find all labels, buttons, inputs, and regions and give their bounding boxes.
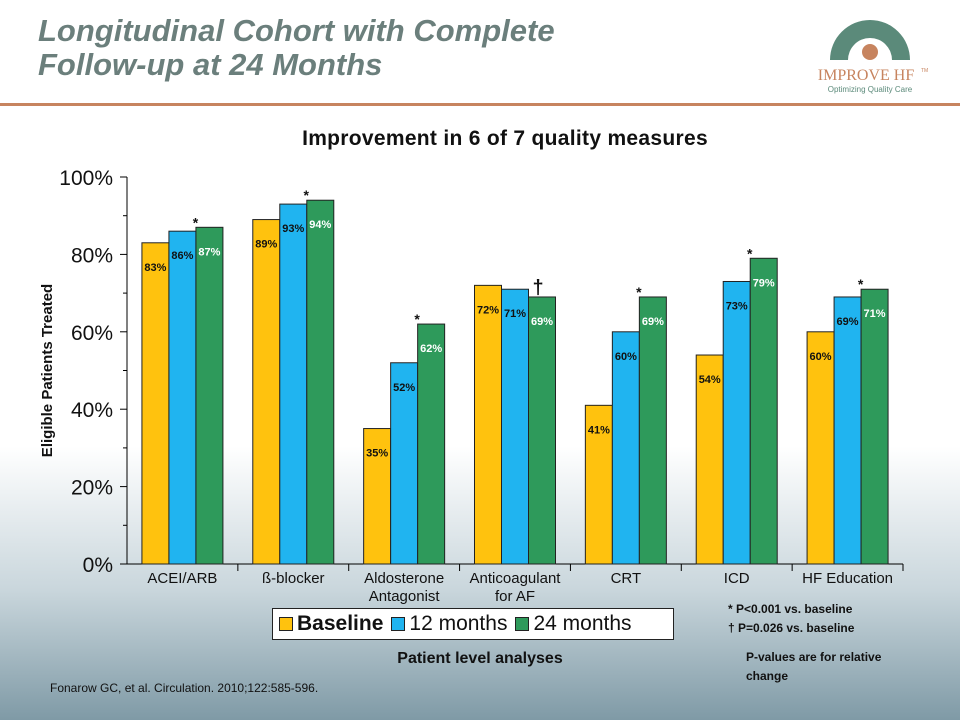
bar-baseline	[363, 428, 392, 565]
bar-baseline	[474, 284, 502, 565]
legend-swatch-12-months	[391, 617, 406, 631]
legend-swatch-24-months	[515, 617, 530, 631]
data-label: 69%	[642, 316, 664, 328]
citation: Fonarow GC, et al. Circulation. 2010;122…	[50, 681, 319, 695]
bar-12-months	[501, 288, 529, 565]
bar-24-months	[306, 199, 335, 565]
legend-item-12-months: 12 months	[391, 612, 507, 636]
data-label: 60%	[615, 351, 637, 363]
significance-marker: *	[747, 245, 753, 261]
y-tick-label: 60%	[71, 322, 113, 345]
bar-12-months	[722, 280, 751, 565]
logo-arc	[830, 20, 910, 60]
x-category-label: ICD	[724, 570, 750, 587]
legend-label-baseline: Baseline	[297, 612, 384, 635]
bar-24-months	[860, 288, 889, 565]
title-divider	[0, 103, 960, 106]
x-category-label: Aldosterone	[364, 570, 444, 587]
data-label: 94%	[309, 219, 331, 231]
bar-baseline	[252, 219, 281, 565]
bar-12-months	[390, 362, 419, 565]
bar-12-months	[168, 230, 197, 565]
y-tick-label: 20%	[71, 477, 113, 500]
significance-marker: *	[636, 284, 642, 300]
legend-swatch-baseline	[279, 617, 293, 631]
data-label: 89%	[255, 239, 277, 251]
y-tick-label: 40%	[71, 399, 113, 422]
bar-baseline	[141, 242, 170, 565]
slide-title: Longitudinal Cohort with Complete Follow…	[38, 13, 555, 82]
data-label: 60%	[810, 351, 832, 363]
chart-legend: Baseline 12 months 24 months	[272, 608, 674, 640]
logo-tagline: Optimizing Quality Care	[828, 85, 913, 94]
y-axis-label: Eligible Patients Treated	[39, 284, 56, 457]
logo-wordmark: IMPROVE HF	[818, 67, 915, 84]
y-tick-label: 100%	[59, 167, 113, 190]
x-category-label: ß-blocker	[262, 570, 325, 587]
chart-title: Improvement in 6 of 7 quality measures	[302, 127, 708, 150]
data-label: 73%	[726, 300, 748, 312]
data-label: 69%	[837, 316, 859, 328]
data-label: 54%	[699, 374, 721, 386]
legend-label-24-months: 24 months	[533, 612, 632, 635]
significance-marker: *	[304, 187, 310, 203]
bar-baseline	[806, 331, 835, 565]
bar-24-months	[528, 296, 556, 565]
bar-12-months	[279, 203, 308, 565]
bar-12-months	[833, 296, 862, 565]
legend-item-baseline: Baseline	[279, 612, 383, 636]
data-label: 72%	[477, 304, 499, 316]
analysis-label: Patient level analyses	[397, 650, 563, 667]
legend-label-12-months: 12 months	[409, 612, 508, 635]
x-category-label: HF Education	[802, 570, 893, 587]
y-tick-label: 0%	[83, 554, 113, 577]
data-label: 71%	[864, 308, 886, 320]
bar-baseline	[584, 404, 613, 565]
data-label: 62%	[420, 343, 442, 355]
x-category-label: Anticoagulant	[470, 570, 562, 587]
data-label: 71%	[504, 308, 526, 320]
logo-trademark: TM	[921, 68, 928, 74]
x-category-label: CRT	[611, 570, 642, 587]
bar-24-months	[195, 226, 224, 565]
x-category-label: for AF	[495, 588, 535, 605]
significance-footnotes: * P<0.001 vs. baseline † P=0.026 vs. bas…	[728, 600, 854, 638]
bar-baseline	[695, 354, 724, 565]
x-category-label: ACEI/ARB	[147, 570, 217, 587]
bar-24-months	[638, 296, 667, 565]
data-label: 79%	[753, 277, 775, 289]
significance-marker: *	[858, 276, 864, 292]
data-label: 87%	[198, 246, 220, 258]
data-label: 69%	[531, 316, 553, 328]
y-tick-label: 80%	[71, 244, 113, 267]
pvalue-note: P-values are for relative change	[746, 650, 882, 683]
significance-marker: *	[193, 214, 199, 230]
significance-marker: *	[414, 311, 420, 327]
data-label: 35%	[366, 448, 388, 460]
footnote-star: * P<0.001 vs. baseline	[728, 602, 853, 616]
significance-marker: †	[532, 277, 543, 299]
legend-item-24-months: 24 months	[515, 612, 632, 636]
data-label: 52%	[393, 382, 415, 394]
bar-24-months	[749, 257, 778, 565]
bar-12-months	[611, 331, 640, 565]
footnote-dagger: † P=0.026 vs. baseline	[728, 621, 855, 635]
improve-hf-logo: IMPROVE HF TM Optimizing Quality Care	[818, 20, 928, 94]
data-label: 83%	[144, 262, 166, 274]
data-label: 41%	[588, 424, 610, 436]
logo-dot	[862, 44, 878, 60]
data-label: 93%	[282, 223, 304, 235]
data-label: 86%	[171, 250, 193, 262]
x-category-label: Antagonist	[369, 588, 441, 605]
bar-24-months	[417, 323, 446, 565]
